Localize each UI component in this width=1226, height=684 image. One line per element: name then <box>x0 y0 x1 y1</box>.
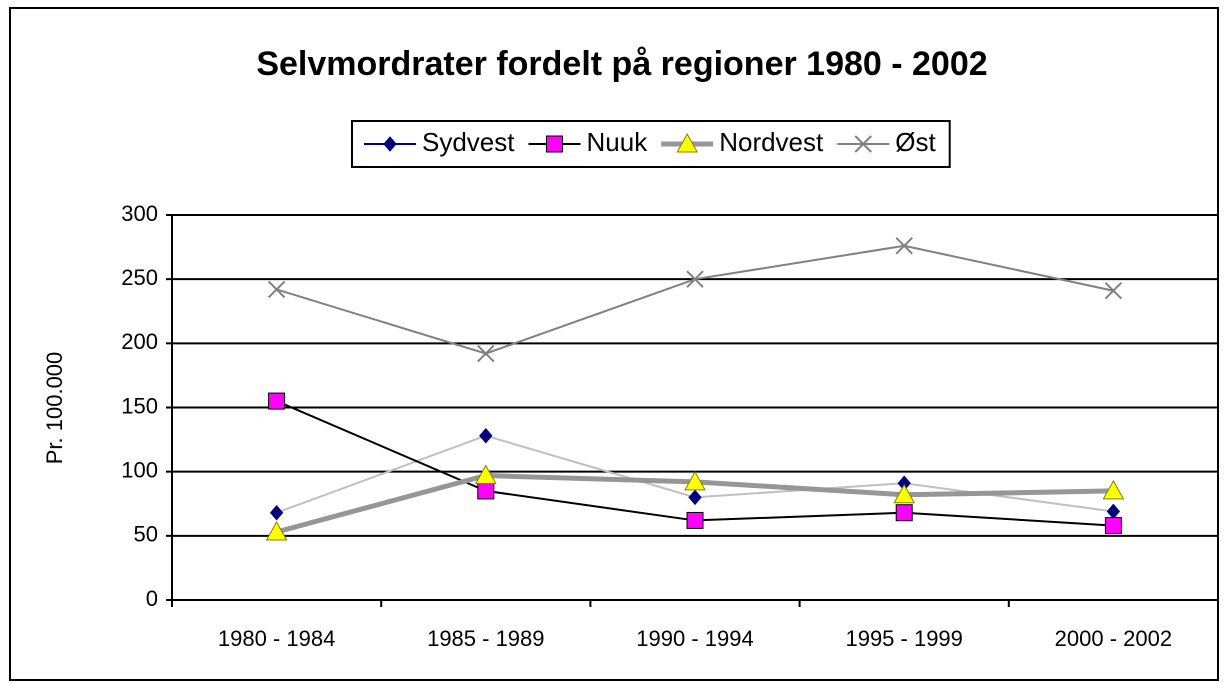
marker <box>477 344 495 363</box>
legend: Sydvest Nuuk Nordvest Øst <box>351 120 951 168</box>
legend-label: Nuuk <box>587 127 649 157</box>
marker <box>479 427 493 444</box>
legend-label: Sydvest <box>422 127 515 157</box>
y-axis-label: Pr. 100.000 <box>42 352 67 465</box>
marker <box>1104 282 1123 300</box>
y-tick-label: 300 <box>121 201 158 226</box>
marker <box>893 483 916 504</box>
legend-label: Øst <box>895 127 936 157</box>
legend-label: Nordvest <box>719 127 824 157</box>
marker <box>1102 479 1125 500</box>
legend-marker <box>546 135 563 153</box>
x-tick-label: 1980 - 1984 <box>218 626 335 651</box>
marker <box>684 470 706 491</box>
x-tick-label: 2000 - 2002 <box>1055 626 1172 651</box>
x-tick-label: 1990 - 1994 <box>636 626 753 651</box>
marker <box>267 280 286 299</box>
marker <box>686 270 704 288</box>
y-tick-label: 150 <box>121 393 158 418</box>
chart-title: Selvmordrater fordelt på regioner 1980 -… <box>256 45 987 83</box>
y-tick-label: 50 <box>134 522 158 547</box>
y-tick-label: 250 <box>121 265 158 290</box>
marker <box>1104 517 1122 535</box>
legend-marker <box>854 135 872 153</box>
marker <box>268 392 286 410</box>
legend-marker <box>383 136 397 152</box>
y-tick-label: 0 <box>146 586 158 611</box>
marker <box>895 504 913 522</box>
x-tick-label: 1985 - 1989 <box>427 626 544 651</box>
marker <box>474 464 497 485</box>
marker <box>686 511 704 529</box>
x-tick-label: 1995 - 1999 <box>845 626 962 651</box>
marker <box>269 504 284 521</box>
marker <box>688 489 702 506</box>
marker <box>265 520 288 541</box>
marker <box>477 482 495 500</box>
marker <box>895 237 913 255</box>
legend-marker <box>676 132 699 153</box>
y-tick-label: 100 <box>121 457 158 482</box>
y-tick-label: 200 <box>121 329 158 354</box>
